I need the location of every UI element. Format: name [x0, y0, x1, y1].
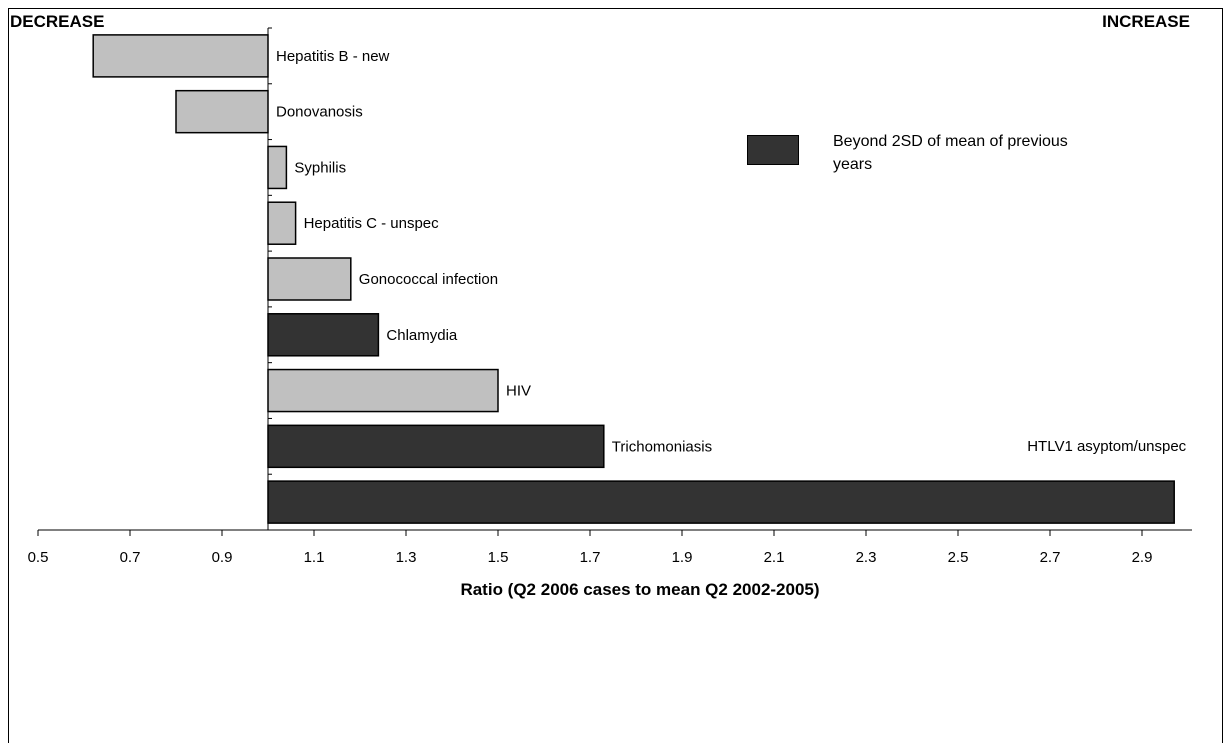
x-tick-label: 1.1 — [304, 549, 325, 566]
bar — [175, 89, 269, 134]
x-tick-label: 2.3 — [856, 549, 877, 566]
legend-label: Beyond 2SD of mean of previous years — [833, 133, 1068, 173]
bar-label: HTLV1 asyptom/unspec — [1027, 438, 1186, 455]
bar — [267, 424, 605, 469]
x-tick-label: 2.1 — [764, 549, 785, 566]
increase-label: INCREASE — [1102, 12, 1190, 31]
bar — [267, 201, 297, 245]
bar — [267, 145, 288, 190]
bar — [92, 34, 269, 78]
x-tick-label: 2.5 — [948, 549, 969, 566]
bar — [267, 257, 352, 301]
bar-label: Hepatitis C - unspec — [304, 215, 440, 232]
bar-label: Donovanosis — [276, 104, 363, 121]
bar-label: Trichomoniasis — [612, 438, 712, 455]
x-tick-label: 1.7 — [580, 549, 601, 566]
x-tick-label: 0.7 — [120, 549, 141, 566]
chart-frame — [8, 8, 1223, 743]
bar — [267, 368, 499, 413]
bar-label: HIV — [506, 383, 531, 400]
x-tick-label: 1.9 — [672, 549, 693, 566]
bar-label: Gonococcal infection — [359, 271, 498, 288]
x-tick-label: 2.9 — [1132, 549, 1153, 566]
decrease-label: DECREASE — [10, 12, 105, 31]
bar-label: Hepatitis B - new — [276, 48, 390, 65]
x-axis-title: Ratio (Q2 2006 cases to mean Q2 2002-200… — [460, 580, 820, 599]
bar — [267, 480, 1175, 524]
bar — [267, 313, 380, 357]
legend-swatch — [747, 135, 799, 165]
x-tick-label: 2.7 — [1040, 549, 1061, 566]
bar-label: Chlamydia — [386, 327, 458, 344]
x-tick-label: 0.9 — [212, 549, 233, 566]
x-tick-label: 1.3 — [396, 549, 417, 566]
bar-label: Syphilis — [294, 159, 346, 176]
x-tick-label: 1.5 — [488, 549, 509, 566]
x-tick-label: 0.5 — [28, 549, 49, 566]
